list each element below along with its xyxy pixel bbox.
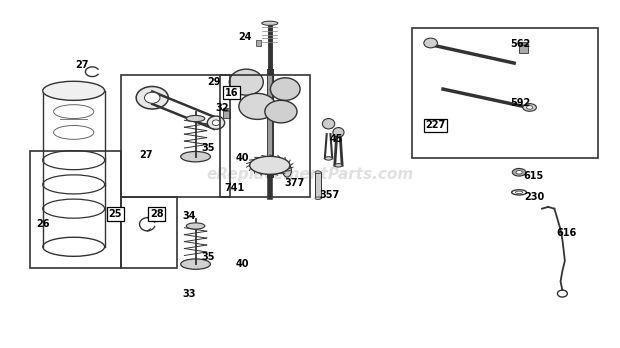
Text: 35: 35: [201, 252, 215, 262]
Text: 741: 741: [224, 183, 245, 193]
Ellipse shape: [136, 87, 169, 109]
Ellipse shape: [523, 104, 536, 111]
Text: 27: 27: [140, 150, 153, 160]
Bar: [220, 75, 310, 197]
Text: 377: 377: [285, 178, 304, 188]
Text: 592: 592: [510, 98, 531, 108]
Text: 35: 35: [201, 143, 215, 153]
Bar: [223, 110, 230, 118]
Ellipse shape: [424, 38, 438, 48]
Bar: [315, 172, 321, 198]
Ellipse shape: [186, 223, 205, 229]
Text: 27: 27: [76, 60, 89, 70]
Ellipse shape: [180, 259, 210, 269]
Ellipse shape: [270, 78, 300, 100]
Text: 28: 28: [150, 209, 164, 219]
Text: 26: 26: [36, 219, 50, 229]
Ellipse shape: [315, 197, 321, 200]
Bar: [30, 151, 122, 268]
Ellipse shape: [186, 116, 205, 122]
Ellipse shape: [239, 93, 276, 119]
Text: 227: 227: [425, 120, 446, 130]
Ellipse shape: [519, 42, 528, 46]
Ellipse shape: [207, 116, 224, 129]
Ellipse shape: [229, 69, 264, 95]
Text: 32: 32: [215, 103, 229, 113]
Ellipse shape: [526, 106, 533, 109]
Bar: [256, 40, 260, 46]
Ellipse shape: [262, 21, 278, 25]
Ellipse shape: [223, 109, 231, 111]
Bar: [122, 75, 229, 197]
Text: 33: 33: [183, 288, 196, 299]
Ellipse shape: [512, 168, 526, 176]
Text: 45: 45: [330, 134, 343, 144]
Ellipse shape: [250, 156, 290, 174]
Ellipse shape: [333, 128, 344, 137]
Text: 615: 615: [524, 171, 544, 181]
Ellipse shape: [144, 92, 160, 103]
Text: 230: 230: [524, 191, 544, 201]
Text: 562: 562: [510, 39, 531, 49]
Ellipse shape: [325, 157, 332, 160]
Bar: [519, 44, 528, 53]
Ellipse shape: [265, 100, 297, 123]
Text: 40: 40: [235, 259, 249, 269]
Text: 616: 616: [557, 228, 577, 238]
Ellipse shape: [43, 81, 105, 100]
Ellipse shape: [315, 171, 321, 174]
Text: 40: 40: [235, 153, 249, 164]
Ellipse shape: [212, 120, 219, 126]
Ellipse shape: [283, 164, 291, 177]
Text: eReplacementParts.com: eReplacementParts.com: [206, 166, 414, 182]
Bar: [122, 197, 177, 268]
Text: 24: 24: [238, 32, 252, 42]
Bar: [412, 29, 598, 158]
Ellipse shape: [180, 151, 210, 162]
Ellipse shape: [335, 164, 342, 167]
Text: 29: 29: [207, 77, 221, 87]
Text: 34: 34: [183, 211, 196, 221]
Ellipse shape: [322, 119, 335, 129]
Text: 16: 16: [224, 88, 238, 97]
Ellipse shape: [516, 171, 522, 174]
Text: 357: 357: [320, 190, 340, 200]
Text: 25: 25: [108, 209, 122, 219]
